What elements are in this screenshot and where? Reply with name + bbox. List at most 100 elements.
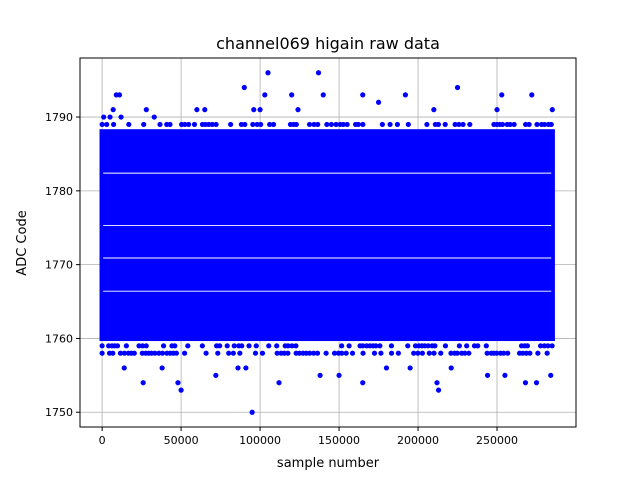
data-point — [226, 350, 232, 356]
data-point — [464, 343, 470, 349]
data-point — [529, 92, 535, 98]
data-point — [448, 350, 454, 356]
data-point — [533, 380, 540, 386]
y-tick-label: 1790 — [45, 111, 73, 124]
data-point — [140, 380, 146, 386]
y-axis-label: ADC Code — [15, 210, 30, 275]
data-point — [454, 84, 461, 91]
data-point — [126, 121, 132, 128]
data-point — [139, 343, 146, 349]
data-point — [191, 121, 198, 128]
x-tick-label: 50000 — [164, 434, 199, 447]
data-point — [448, 365, 454, 371]
data-point — [307, 350, 313, 356]
data-point — [253, 343, 259, 349]
data-point — [251, 107, 257, 113]
data-point — [243, 365, 249, 371]
data-point — [405, 121, 411, 128]
data-point — [156, 350, 162, 356]
data-point — [311, 121, 317, 128]
data-point — [360, 343, 366, 349]
data-point — [131, 350, 137, 356]
chart-title: channel069 higain raw data — [216, 34, 440, 53]
data-point — [466, 350, 472, 356]
data-point — [186, 121, 192, 128]
data-point — [537, 343, 544, 349]
data-point — [494, 350, 500, 356]
data-point — [276, 380, 282, 386]
data-point — [402, 92, 408, 98]
data-point — [432, 343, 438, 349]
data-point — [548, 372, 554, 378]
data-point — [110, 107, 116, 113]
data-point — [259, 350, 266, 356]
data-point — [340, 121, 346, 128]
data-point — [203, 350, 209, 356]
data-point — [434, 380, 440, 386]
data-point — [224, 343, 230, 349]
data-point — [328, 121, 334, 128]
data-point — [320, 92, 326, 98]
data-point — [116, 92, 123, 98]
x-tick-label: 150000 — [318, 434, 360, 447]
data-point — [306, 121, 313, 128]
data-point — [388, 343, 395, 349]
data-point — [442, 343, 449, 349]
data-point — [289, 92, 295, 98]
x-tick-label: 100000 — [239, 434, 281, 447]
data-point — [375, 99, 382, 105]
data-point — [237, 350, 243, 356]
data-point — [344, 121, 350, 128]
data-point — [213, 121, 219, 128]
data-point — [215, 350, 221, 356]
x-tick-label: 200000 — [397, 434, 439, 447]
data-point — [293, 343, 299, 349]
data-point — [333, 121, 339, 128]
data-point — [415, 350, 421, 356]
x-axis-label: sample number — [277, 456, 380, 471]
data-point — [442, 121, 448, 128]
data-point — [181, 350, 188, 356]
data-point — [178, 387, 184, 393]
data-point — [501, 350, 507, 356]
data-point — [118, 114, 124, 120]
data-point — [241, 84, 247, 91]
data-point — [123, 343, 129, 349]
data-point — [265, 70, 271, 76]
data-point — [250, 121, 256, 128]
data-point — [522, 380, 529, 386]
data-point — [315, 70, 322, 76]
data-point — [160, 343, 167, 349]
data-point — [435, 387, 442, 393]
data-point — [378, 350, 384, 356]
data-point — [270, 121, 277, 128]
data-point — [285, 343, 291, 349]
data-point — [419, 350, 425, 356]
data-point — [360, 121, 366, 128]
data-point — [99, 121, 105, 128]
data-point — [467, 121, 473, 128]
data-point — [293, 121, 299, 128]
data-point — [281, 350, 287, 356]
data-point — [336, 372, 342, 378]
data-point — [339, 343, 345, 349]
data-point — [311, 350, 317, 356]
data-point — [274, 343, 280, 349]
data-point — [454, 350, 460, 356]
data-point — [426, 350, 432, 356]
data-point — [405, 343, 411, 349]
y-tick-label: 1760 — [45, 332, 73, 345]
data-point — [185, 343, 191, 349]
data-point — [101, 114, 107, 120]
data-point — [483, 343, 489, 349]
data-point — [502, 372, 508, 378]
data-point — [141, 121, 147, 128]
data-point — [383, 365, 390, 371]
data-point — [199, 343, 205, 349]
data-point — [456, 343, 462, 349]
data-point — [343, 350, 349, 356]
y-tick-label: 1750 — [45, 406, 73, 419]
data-point — [339, 350, 345, 356]
data-point — [217, 343, 223, 349]
